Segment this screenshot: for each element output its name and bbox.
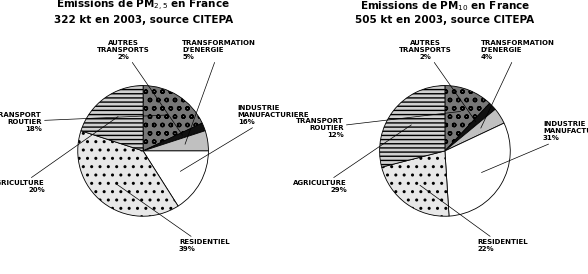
Text: INDUSTRIE
MANUFACTURIERE
16%: INDUSTRIE MANUFACTURIERE 16% [181,105,309,171]
Title: Emissions de PM$_{2,5}$ en France
322 kt en 2003, source CITEPA: Emissions de PM$_{2,5}$ en France 322 kt… [54,0,233,25]
Title: Emissions de PM$_{10}$ en France
505 kt en 2003, source CITEPA: Emissions de PM$_{10}$ en France 505 kt … [355,0,534,25]
Wedge shape [143,131,208,151]
Wedge shape [81,85,143,151]
Text: AGRICULTURE
20%: AGRICULTURE 20% [0,116,118,193]
Wedge shape [78,131,178,216]
Text: RESIDENTIEL
22%: RESIDENTIEL 22% [420,185,528,252]
Text: AUTRES
TRANSPORTS
2%: AUTRES TRANSPORTS 2% [399,40,476,122]
Wedge shape [382,151,449,216]
Text: TRANSPORT
ROUTIER
18%: TRANSPORT ROUTIER 18% [0,112,166,132]
Wedge shape [445,85,490,151]
Wedge shape [380,85,445,167]
Text: TRANSPORT
ROUTIER
12%: TRANSPORT ROUTIER 12% [296,112,460,138]
Text: RESIDENTIEL
39%: RESIDENTIEL 39% [117,184,230,252]
Text: TRANSFORMATION
D'ENERGIE
5%: TRANSFORMATION D'ENERGIE 5% [182,40,256,144]
Wedge shape [445,103,495,151]
Text: INDUSTRIE
MANUFACTURIERE
31%: INDUSTRIE MANUFACTURIERE 31% [482,121,588,173]
Text: AUTRES
TRANSPORTS
2%: AUTRES TRANSPORTS 2% [97,40,182,135]
Wedge shape [445,123,510,216]
Text: AGRICULTURE
29%: AGRICULTURE 29% [293,125,412,193]
Wedge shape [445,109,504,151]
Wedge shape [143,151,208,206]
Text: TRANSFORMATION
D'ENERGIE
4%: TRANSFORMATION D'ENERGIE 4% [481,40,554,128]
Wedge shape [143,85,202,151]
Wedge shape [143,123,205,151]
